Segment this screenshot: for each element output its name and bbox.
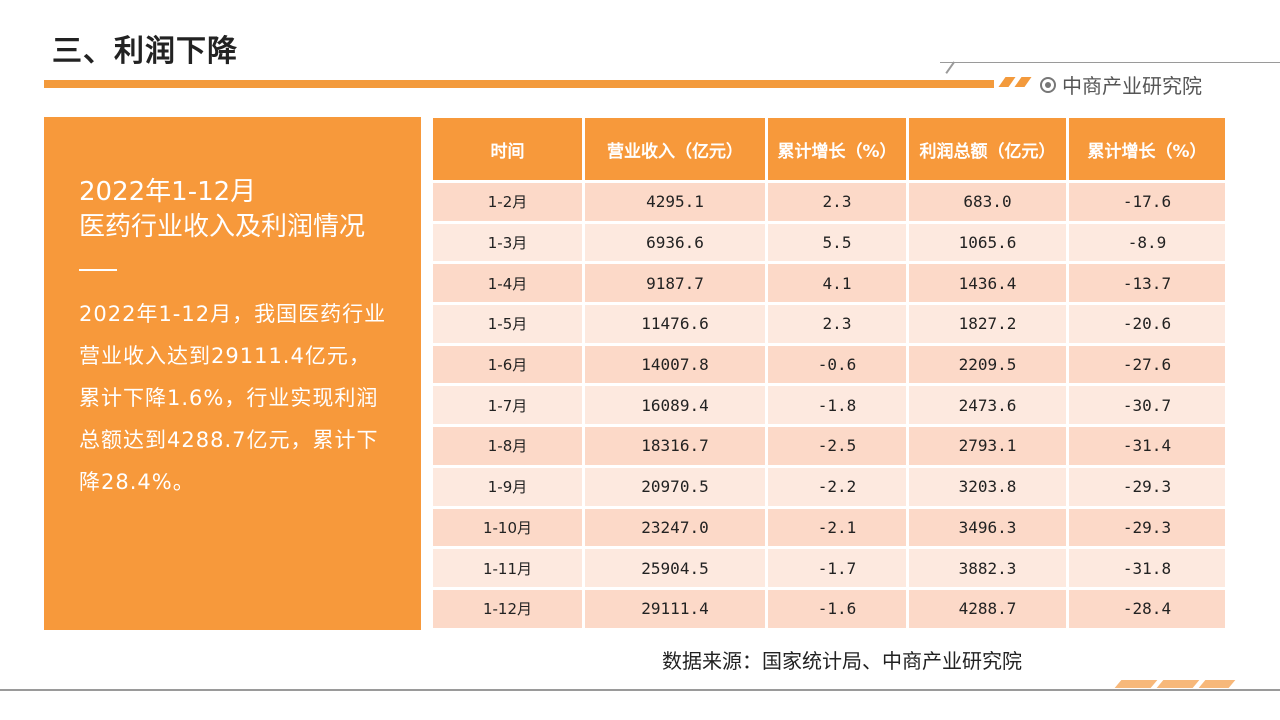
cell-revenue-growth: -2.2 — [768, 467, 906, 506]
cell-profit-growth: -30.7 — [1069, 386, 1225, 425]
cell-profit-growth: -31.4 — [1069, 427, 1225, 465]
cell-revenue: 29111.4 — [585, 589, 765, 628]
cell-revenue-growth: 2.3 — [768, 305, 906, 343]
cell-period: 1-10月 — [433, 508, 582, 547]
brand-logo: 中商产业研究院 — [1040, 70, 1202, 99]
cell-profit: 1436.4 — [909, 264, 1066, 303]
cell-profit: 2473.6 — [909, 386, 1066, 425]
cell-revenue: 11476.6 — [585, 305, 765, 343]
cell-revenue: 6936.6 — [585, 223, 765, 262]
table-row: 1-7月 16089.4 -1.8 2473.6 -30.7 — [433, 386, 1225, 425]
table-row: 1-11月 25904.5 -1.7 3882.3 -31.8 — [433, 549, 1225, 587]
cell-period: 1-8月 — [433, 427, 582, 465]
cell-profit-growth: -27.6 — [1069, 345, 1225, 384]
brand-circle-icon — [1040, 76, 1056, 93]
table-row: 1-8月 18316.7 -2.5 2793.1 -31.4 — [433, 427, 1225, 465]
table-header-row: 时间 营业收入（亿元） 累计增长（%） 利润总额（亿元） 累计增长（%） — [433, 118, 1225, 180]
table-row: 1-5月 11476.6 2.3 1827.2 -20.6 — [433, 305, 1225, 343]
header-revenue-growth: 累计增长（%） — [768, 118, 906, 180]
header-profit-growth: 累计增长（%） — [1069, 118, 1225, 180]
revenue-profit-table: 时间 营业收入（亿元） 累计增长（%） 利润总额（亿元） 累计增长（%） 1-2… — [433, 118, 1225, 631]
cell-profit: 4288.7 — [909, 589, 1066, 628]
cell-profit-growth: -28.4 — [1069, 589, 1225, 628]
cell-revenue-growth: -2.1 — [768, 508, 906, 547]
cell-period: 1-4月 — [433, 264, 582, 303]
summary-text: 2022年1-12月，我国医药行业营业收入达到29111.4亿元，累计下降1.6… — [79, 302, 387, 494]
table-row: 1-2月 4295.1 2.3 683.0 -17.6 — [433, 183, 1225, 221]
cell-period: 1-6月 — [433, 345, 582, 384]
cell-period: 1-11月 — [433, 549, 582, 587]
cell-period: 1-5月 — [433, 305, 582, 343]
cell-revenue-growth: 2.3 — [768, 183, 906, 221]
cell-profit-growth: -20.6 — [1069, 305, 1225, 343]
header-profit: 利润总额（亿元） — [909, 118, 1066, 180]
table-row: 1-3月 6936.6 5.5 1065.6 -8.9 — [433, 223, 1225, 262]
cell-revenue-growth: -1.6 — [768, 589, 906, 628]
cell-profit-growth: -17.6 — [1069, 183, 1225, 221]
summary-divider — [79, 269, 117, 271]
table-row: 1-6月 14007.8 -0.6 2209.5 -27.6 — [433, 345, 1225, 384]
cell-profit-growth: -13.7 — [1069, 264, 1225, 303]
cell-revenue-growth: 4.1 — [768, 264, 906, 303]
cell-period: 1-7月 — [433, 386, 582, 425]
cell-revenue-growth: -1.8 — [768, 386, 906, 425]
table-row: 1-12月 29111.4 -1.6 4288.7 -28.4 — [433, 589, 1225, 628]
summary-heading-topic: 医药行业收入及利润情况 — [79, 212, 366, 242]
table-row: 1-10月 23247.0 -2.1 3496.3 -29.3 — [433, 508, 1225, 547]
data-source-note: 数据来源：国家统计局、中商产业研究院 — [662, 649, 1022, 673]
header-stripes-decoration — [998, 77, 1036, 87]
page-title: 三、利润下降 — [52, 34, 238, 69]
header-revenue: 营业收入（亿元） — [585, 118, 765, 180]
brand-name: 中商产业研究院 — [1062, 74, 1202, 98]
cell-profit: 2793.1 — [909, 427, 1066, 465]
cell-period: 1-2月 — [433, 183, 582, 221]
cell-revenue: 23247.0 — [585, 508, 765, 547]
cell-period: 1-9月 — [433, 467, 582, 506]
cell-revenue: 18316.7 — [585, 427, 765, 465]
summary-heading-period: 2022年1-12月 — [79, 177, 257, 207]
cell-profit-growth: -29.3 — [1069, 467, 1225, 506]
cell-profit: 3496.3 — [909, 508, 1066, 547]
cell-profit: 683.0 — [909, 183, 1066, 221]
title-underline-bar — [44, 80, 994, 88]
cell-revenue: 9187.7 — [585, 264, 765, 303]
cell-profit: 3203.8 — [909, 467, 1066, 506]
cell-profit-growth: -8.9 — [1069, 223, 1225, 262]
table-row: 1-4月 9187.7 4.1 1436.4 -13.7 — [433, 264, 1225, 303]
cell-revenue-growth: -1.7 — [768, 549, 906, 587]
cell-revenue: 16089.4 — [585, 386, 765, 425]
cell-profit: 1827.2 — [909, 305, 1066, 343]
cell-profit: 2209.5 — [909, 345, 1066, 384]
cell-profit-growth: -31.8 — [1069, 549, 1225, 587]
footer-divider — [0, 689, 1280, 691]
cell-period: 1-3月 — [433, 223, 582, 262]
footer-stripes-decoration — [1110, 680, 1240, 688]
table-row: 1-9月 20970.5 -2.2 3203.8 -29.3 — [433, 467, 1225, 506]
header-slant-divider — [940, 62, 1280, 76]
cell-revenue: 20970.5 — [585, 467, 765, 506]
summary-panel: 2022年1-12月 医药行业收入及利润情况 2022年1-12月，我国医药行业… — [44, 117, 421, 630]
header-period: 时间 — [433, 118, 582, 180]
cell-profit: 1065.6 — [909, 223, 1066, 262]
cell-profit: 3882.3 — [909, 549, 1066, 587]
cell-revenue-growth: -0.6 — [768, 345, 906, 384]
cell-revenue: 14007.8 — [585, 345, 765, 384]
cell-revenue: 4295.1 — [585, 183, 765, 221]
cell-profit-growth: -29.3 — [1069, 508, 1225, 547]
cell-revenue: 25904.5 — [585, 549, 765, 587]
cell-revenue-growth: -2.5 — [768, 427, 906, 465]
cell-period: 1-12月 — [433, 589, 582, 628]
cell-revenue-growth: 5.5 — [768, 223, 906, 262]
